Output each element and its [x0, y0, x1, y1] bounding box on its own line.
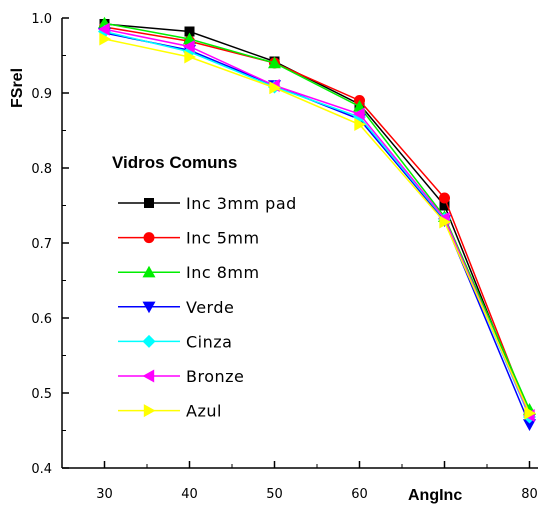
legend-marker-cinza	[142, 334, 156, 348]
legend-label-inc-3mm-pad: Inc 3mm pad	[186, 194, 297, 213]
series-verde	[98, 27, 536, 431]
data-point-bronze	[353, 107, 365, 121]
legend-item-cinza: Cinza	[118, 332, 232, 351]
legend-marker-bronze	[142, 369, 155, 383]
legend-marker-inc-8mm	[142, 265, 156, 278]
legend-item-inc-3mm-pad: Inc 3mm pad	[118, 194, 297, 213]
x-tick-label: 60	[351, 487, 368, 502]
data-point-inc-3mm-pad	[439, 200, 450, 211]
y-tick-label: 0.4	[31, 462, 52, 477]
x-tick-label: 30	[96, 487, 113, 502]
series-line-bronze	[104, 28, 531, 416]
series-line-inc-3mm-pad	[104, 23, 531, 418]
y-tick-label: 0.9	[31, 87, 52, 102]
series-line-inc-8mm	[104, 22, 531, 410]
series-inc-3mm-pad	[99, 19, 535, 422]
y-tick-label: 1.0	[31, 12, 52, 27]
series-line-inc-5mm	[104, 26, 531, 415]
x-axis-title: AngInc	[408, 487, 462, 504]
series-inc-8mm	[98, 16, 536, 415]
legend-item-inc-5mm: Inc 5mm	[118, 229, 260, 248]
legend-label-verde: Verde	[186, 298, 234, 317]
legend-label-inc-5mm: Inc 5mm	[186, 229, 260, 248]
legend-label-inc-8mm: Inc 8mm	[186, 263, 260, 282]
data-point-bronze	[183, 40, 195, 53]
x-tick-label: 50	[266, 487, 283, 502]
legend: Vidros Comuns Inc 3mm pad Inc 5mm Inc 8mm V…	[112, 153, 297, 421]
data-point-azul	[269, 81, 281, 95]
legend-label-bronze: Bronze	[186, 367, 244, 386]
y-tick-label: 0.7	[31, 237, 52, 252]
legend-item-verde: Verde	[118, 298, 234, 317]
legend-items: Inc 3mm pad Inc 5mm Inc 8mm Verde Cinza Bronz…	[118, 194, 297, 421]
data-point-azul	[354, 118, 366, 131]
axes: 0.4 0.5 0.6 0.7 0.8 0.9 1.0 30 40 50 60 80	[31, 12, 538, 502]
x-tick-label: 80	[521, 487, 538, 502]
y-tick-label: 0.8	[31, 162, 52, 177]
legend-label-cinza: Cinza	[186, 332, 232, 351]
series-inc-5mm	[99, 21, 535, 420]
series-line-verde	[104, 32, 531, 425]
data-point-inc-8mm	[268, 56, 281, 69]
legend-item-inc-8mm: Inc 8mm	[118, 263, 260, 282]
data-point-inc-3mm-pad	[184, 26, 195, 37]
series-azul	[99, 32, 536, 420]
y-tick-label: 0.6	[31, 312, 52, 327]
legend-marker-inc-5mm	[143, 232, 155, 244]
legend-marker-azul	[143, 404, 156, 418]
data-point-azul	[524, 406, 536, 420]
data-point-bronze	[98, 22, 110, 36]
y-axis-title: FSrel	[9, 68, 26, 108]
legend-title: Vidros Comuns	[112, 153, 237, 172]
legend-marker-inc-3mm-pad	[144, 198, 154, 208]
legend-item-azul: Azul	[118, 402, 222, 421]
legend-marker-verde	[142, 301, 156, 314]
series-line-azul	[104, 38, 531, 414]
data-point-azul	[439, 215, 451, 229]
x-tick-label: 40	[181, 487, 198, 502]
legend-label-azul: Azul	[186, 402, 222, 421]
data-point-azul	[99, 32, 111, 46]
series-layer	[98, 16, 536, 431]
legend-item-bronze: Bronze	[118, 367, 244, 386]
series-line-cinza	[104, 30, 531, 418]
y-tick-label: 0.5	[31, 387, 52, 402]
data-point-inc-5mm	[439, 192, 450, 204]
data-point-verde	[523, 419, 536, 431]
data-point-azul	[184, 50, 196, 64]
